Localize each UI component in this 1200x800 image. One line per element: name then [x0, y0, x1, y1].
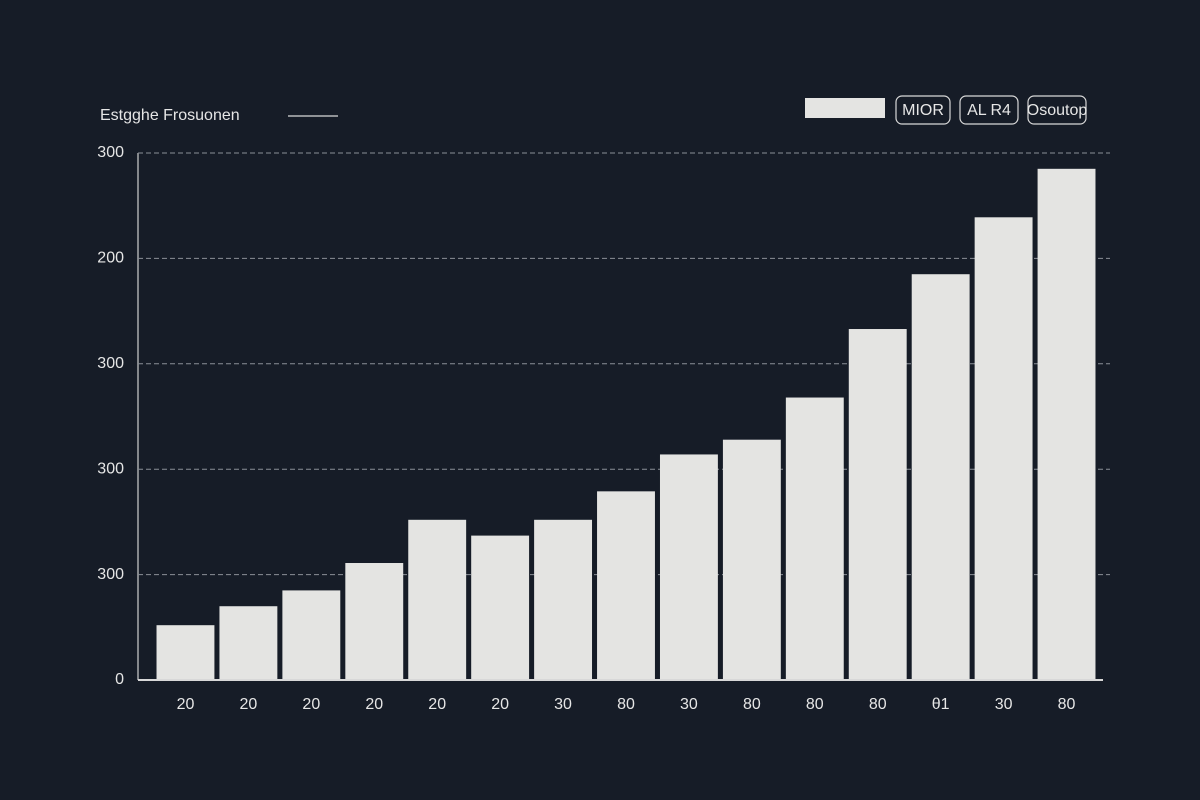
bar [1037, 168, 1096, 680]
x-tick-label: 20 [428, 696, 446, 713]
y-tick-label: 300 [97, 460, 124, 477]
bar [156, 625, 215, 680]
x-tick-label: 20 [240, 696, 258, 713]
y-tick-label: 0 [115, 671, 124, 688]
x-tick-label: 20 [365, 696, 383, 713]
bar [219, 606, 278, 680]
x-tick-label: 20 [302, 696, 320, 713]
toggle[interactable] [805, 98, 885, 118]
x-tick-label: 80 [806, 696, 824, 713]
y-tick-label: 300 [97, 144, 124, 161]
chart-title: Estgghe Frosuonen [100, 107, 240, 124]
control-button[interactable]: Osoutop [1027, 95, 1088, 125]
bar [911, 274, 970, 680]
x-tick-label: 30 [995, 696, 1013, 713]
x-tick-label: 20 [491, 696, 509, 713]
x-tick-label: 30 [680, 696, 698, 713]
bar [471, 535, 530, 680]
control-label[interactable]: Osoutop [1027, 102, 1088, 119]
bar [408, 519, 467, 680]
bar [785, 397, 844, 680]
x-tick-label: 80 [617, 696, 635, 713]
y-tick-label: 300 [97, 566, 124, 583]
y-tick-label: 200 [97, 250, 124, 267]
bar [345, 563, 404, 680]
bar [974, 217, 1033, 680]
bar [534, 519, 593, 680]
bar [848, 329, 907, 680]
x-tick-label: 20 [177, 696, 195, 713]
bar [282, 590, 341, 680]
bar [659, 454, 718, 680]
x-tick-label: 80 [869, 696, 887, 713]
x-tick-label: 80 [1058, 696, 1076, 713]
control-label[interactable]: AL R4 [967, 102, 1011, 119]
x-tick-label: 80 [743, 696, 761, 713]
bar [597, 491, 655, 680]
control-button[interactable]: MIOR [895, 95, 951, 125]
control-button[interactable]: AL R4 [959, 95, 1019, 125]
bar [722, 439, 781, 680]
x-tick-label: θ1 [932, 696, 950, 713]
y-tick-label: 300 [97, 355, 124, 372]
control-label[interactable]: MIOR [902, 102, 944, 119]
x-tick-label: 30 [554, 696, 572, 713]
